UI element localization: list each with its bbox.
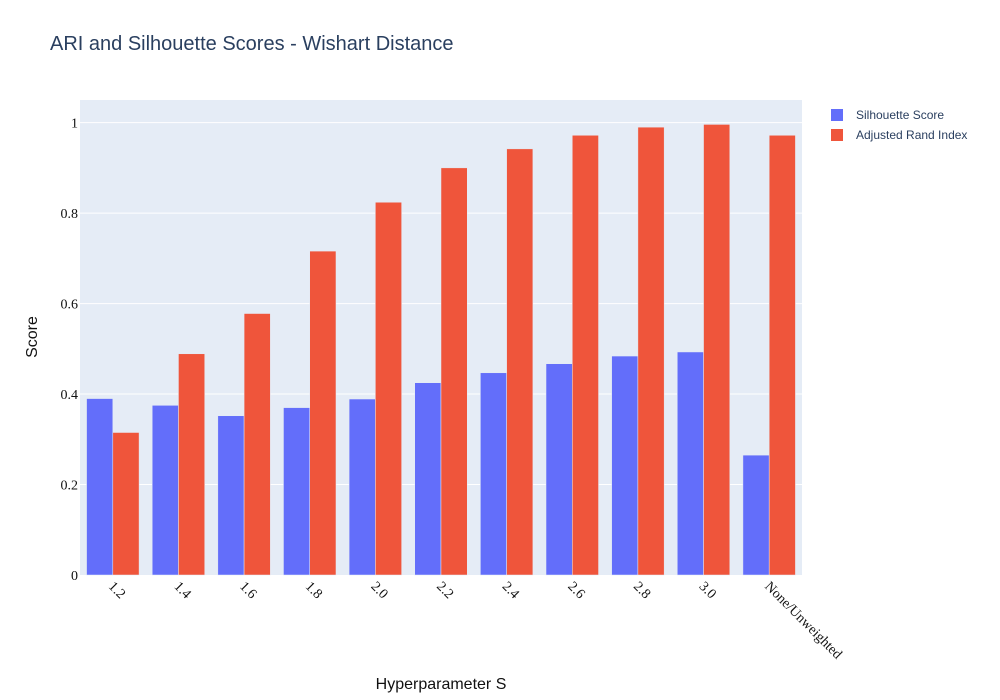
y-tick-label: 0.6 bbox=[61, 298, 79, 313]
x-tick-label: 1.8 bbox=[302, 579, 325, 602]
x-tick-label: 2.6 bbox=[564, 579, 587, 602]
bar-ari-9 bbox=[703, 124, 731, 576]
bar-ari-1 bbox=[178, 353, 205, 576]
x-tick-label: 1.4 bbox=[171, 579, 194, 602]
y-tick-label: 0.4 bbox=[61, 388, 79, 403]
bar-silhouette-5 bbox=[414, 382, 442, 576]
bar-silhouette-6 bbox=[480, 372, 507, 576]
x-tick-label: 1.2 bbox=[105, 579, 128, 602]
x-tick-label: 3.0 bbox=[696, 579, 719, 602]
bars bbox=[86, 124, 796, 576]
legend-swatch bbox=[831, 109, 843, 121]
bar-ari-8 bbox=[637, 126, 665, 576]
legend-label: Silhouette Score bbox=[856, 108, 944, 122]
bar-silhouette-10 bbox=[742, 454, 770, 576]
bar-ari-10 bbox=[768, 135, 796, 576]
x-tick-label: 1.6 bbox=[236, 579, 259, 602]
bar-silhouette-7 bbox=[545, 363, 573, 576]
bar-ari-0 bbox=[112, 432, 140, 576]
bar-silhouette-1 bbox=[151, 405, 179, 576]
y-tick-label: 0 bbox=[71, 569, 78, 584]
bar-silhouette-4 bbox=[348, 398, 376, 576]
x-axis-ticks: 1.2 1.4 1.6 1.8 2.0 2.2 2.4 2.6 2.8 3.0 None/Unwei… bbox=[105, 579, 845, 662]
bar-silhouette-3 bbox=[283, 407, 310, 576]
x-axis-title: Hyperparameter S bbox=[376, 676, 507, 693]
bar-ari-6 bbox=[506, 148, 534, 576]
legend: Silhouette Score Adjusted Rand Index bbox=[831, 108, 967, 142]
legend-label: Adjusted Rand Index bbox=[856, 128, 967, 142]
bar-silhouette-2 bbox=[217, 415, 245, 576]
bar-ari-5 bbox=[440, 167, 468, 576]
bar-ari-2 bbox=[243, 313, 271, 576]
bar-ari-7 bbox=[572, 135, 599, 576]
x-tick-label: 2.0 bbox=[368, 579, 391, 602]
x-tick-label: 2.8 bbox=[630, 579, 653, 602]
y-axis-ticks: 0 0.2 0.4 0.6 0.8 1 bbox=[61, 117, 79, 584]
bar-silhouette-0 bbox=[86, 398, 114, 576]
legend-swatch bbox=[831, 129, 843, 141]
y-tick-label: 1 bbox=[71, 117, 78, 132]
bar-silhouette-9 bbox=[677, 351, 704, 576]
chart-title: ARI and Silhouette Scores - Wishart Dist… bbox=[50, 33, 454, 55]
y-tick-label: 0.2 bbox=[61, 479, 79, 494]
bar-ari-3 bbox=[309, 250, 337, 576]
x-tick-label: None/Unweighted bbox=[761, 579, 844, 662]
x-tick-label: 2.4 bbox=[499, 579, 522, 602]
x-tick-label: 2.2 bbox=[433, 579, 456, 602]
bar-ari-4 bbox=[375, 201, 402, 576]
bar-silhouette-8 bbox=[611, 355, 639, 576]
y-axis-title: Score bbox=[24, 316, 41, 358]
y-tick-label: 0.8 bbox=[61, 207, 79, 222]
